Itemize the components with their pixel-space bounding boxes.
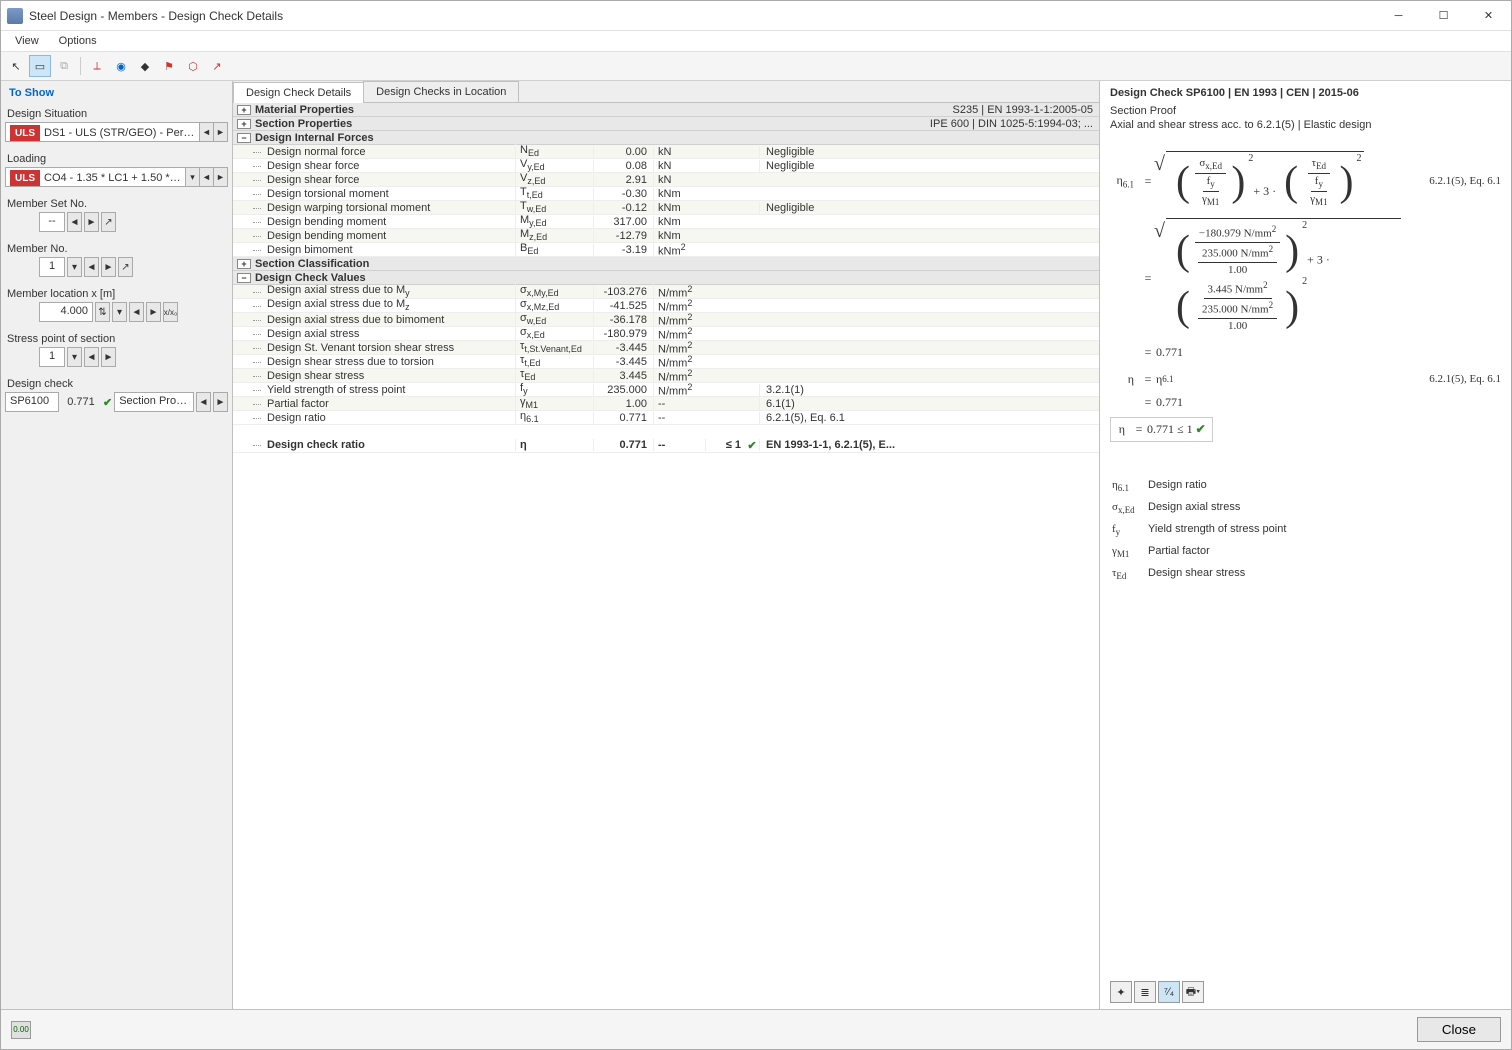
check-ok-icon: ✔ [103,396,112,409]
tab-check-details[interactable]: Design Check Details [233,82,364,103]
data-grid: +Material PropertiesS235 | EN 1993-1-1:2… [233,103,1099,1009]
result-ok-icon: ✔ [1196,422,1206,436]
design-check-ratio: 0.771 [61,396,101,408]
menubar: View Options [1,31,1511,52]
member-location-label: Member location x [m] [5,285,228,302]
app-window: Steel Design - Members - Design Check De… [0,0,1512,1050]
menu-options[interactable]: Options [51,33,105,49]
location-dropdown-button[interactable]: ▾ [112,302,127,322]
prev-situation-button[interactable]: ◄ [199,122,214,142]
to-show-header: To Show [5,85,228,101]
stress-point-input[interactable]: 1 [39,347,65,367]
tool-flag-icon[interactable]: ⚑ [158,55,180,77]
next-location-button[interactable]: ► [146,302,161,322]
maximize-button[interactable]: ☐ [1421,1,1466,31]
table-row: Design ratioη6.10.771--6.2.1(5), Eq. 6.1 [233,411,1099,425]
pick-member-set-button[interactable]: ↗ [101,212,116,232]
member-no-dropdown-button[interactable]: ▾ [67,257,82,277]
table-row: Partial factorγM11.00--6.1(1) [233,397,1099,411]
table-row: Design torsional momentTt,Ed-0.30kNm [233,187,1099,201]
design-situation-label: Design Situation [5,105,228,122]
right-title: Design Check SP6100 | EN 1993 | CEN | 20… [1110,87,1501,99]
group-row[interactable]: −Design Internal Forces [233,131,1099,145]
stress-point-label: Stress point of section [5,330,228,347]
group-row[interactable]: +Material PropertiesS235 | EN 1993-1-1:2… [233,103,1099,117]
table-row: Design bending momentMy,Ed317.00kNm [233,215,1099,229]
location-ratio-button[interactable]: x/x₀ [163,302,178,322]
tool-colors-icon[interactable]: ◆ [134,55,156,77]
next-loading-button[interactable]: ► [213,167,228,187]
prev-member-button[interactable]: ◄ [84,257,99,277]
prev-check-button[interactable]: ◄ [196,392,211,412]
formula-area: η6.1 = ( σx,EdfyγM1 )2 + 3 · ( τEdfyγM1 … [1110,151,1501,448]
tool-graph1-icon[interactable]: ◉ [110,55,132,77]
close-button[interactable]: Close [1417,1017,1501,1042]
next-stress-point-button[interactable]: ► [101,347,116,367]
location-stepper-button[interactable]: ⇅ [95,302,110,322]
group-row[interactable]: +Section Classification [233,257,1099,271]
prev-member-set-button[interactable]: ◄ [67,212,82,232]
symbol-table: η6.1Design ratioσx,EdDesign axial stress… [1110,474,1501,587]
tool-copy-icon[interactable]: ⧉ [53,55,75,77]
member-location-input[interactable]: 4.000 [39,302,93,322]
right-panel: Design Check SP6100 | EN 1993 | CEN | 20… [1100,81,1511,1009]
design-check-label: Design check [5,375,228,392]
window-title: Steel Design - Members - Design Check De… [29,9,283,23]
left-panel: To Show Design Situation ULSDS1 - ULS (S… [1,81,233,1009]
design-check-code[interactable]: SP6100 [5,392,59,412]
prev-location-button[interactable]: ◄ [129,302,144,322]
rt-add-icon[interactable]: ✦ [1110,981,1132,1003]
table-row: Yield strength of stress pointfy235.000N… [233,383,1099,397]
next-member-set-button[interactable]: ► [84,212,99,232]
table-row: Design bimomentBEd-3.19kNm2 [233,243,1099,257]
main-toolbar: ↖ ▭ ⧉ ⟂ ◉ ◆ ⚑ ⬡ ↗ [1,52,1511,81]
tool-pointer-icon[interactable]: ↖ [5,55,27,77]
tool-select-icon[interactable]: ▭ [29,55,51,77]
rt-print-icon[interactable]: 🖶▾ [1182,981,1204,1003]
loading-dropdown-button[interactable]: ▾ [185,167,200,187]
minimize-button[interactable]: ─ [1376,1,1421,31]
close-window-button[interactable]: ✕ [1466,1,1511,31]
tab-checks-in-location[interactable]: Design Checks in Location [363,81,519,102]
tabs: Design Check Details Design Checks in Lo… [233,81,1099,103]
right-subtitle: Section Proof [1110,105,1501,117]
right-toolbar: ✦ ≣ ⁷⁄₄ 🖶▾ [1110,975,1501,1003]
tool-chart-icon[interactable]: ⬡ [182,55,204,77]
stress-point-dropdown-button[interactable]: ▾ [67,347,82,367]
design-check-description[interactable]: Section Proof | Ax... [114,392,194,412]
loading-label: Loading [5,150,228,167]
tool-axes-icon[interactable]: ↗ [206,55,228,77]
table-row: Design shear forceVy,Ed0.08kNNegligible [233,159,1099,173]
pick-member-button[interactable]: ↗ [118,257,133,277]
status-icon: 0.00 [11,1021,31,1039]
table-row: Design warping torsional momentTw,Ed-0.1… [233,201,1099,215]
table-row: Design normal forceNEd0.00kNNegligible [233,145,1099,159]
rt-numbers-icon[interactable]: ⁷⁄₄ [1158,981,1180,1003]
app-icon [7,8,23,24]
prev-stress-point-button[interactable]: ◄ [84,347,99,367]
next-check-button[interactable]: ► [213,392,228,412]
footer: 0.00 Close [1,1009,1511,1049]
tool-section-icon[interactable]: ⟂ [86,55,108,77]
right-subtitle2: Axial and shear stress acc. to 6.2.1(5) … [1110,119,1501,131]
member-no-label: Member No. [5,240,228,257]
member-set-input[interactable]: -- [39,212,65,232]
rt-list-icon[interactable]: ≣ [1134,981,1156,1003]
prev-loading-button[interactable]: ◄ [199,167,214,187]
titlebar: Steel Design - Members - Design Check De… [1,1,1511,31]
design-situation-select[interactable]: ULSDS1 - ULS (STR/GEO) - Permane... [5,122,200,142]
member-set-label: Member Set No. [5,195,228,212]
center-panel: Design Check Details Design Checks in Lo… [233,81,1100,1009]
group-row[interactable]: +Section PropertiesIPE 600 | DIN 1025-5:… [233,117,1099,131]
table-row: Design shear forceVz,Ed2.91kN [233,173,1099,187]
next-member-button[interactable]: ► [101,257,116,277]
loading-select[interactable]: ULSCO4 - 1.35 * LC1 + 1.50 * LC2 [5,167,186,187]
member-no-input[interactable]: 1 [39,257,65,277]
next-situation-button[interactable]: ► [213,122,228,142]
table-row: Design check ratioη0.771--≤ 1✔EN 1993-1-… [233,435,1099,453]
menu-view[interactable]: View [7,33,47,49]
